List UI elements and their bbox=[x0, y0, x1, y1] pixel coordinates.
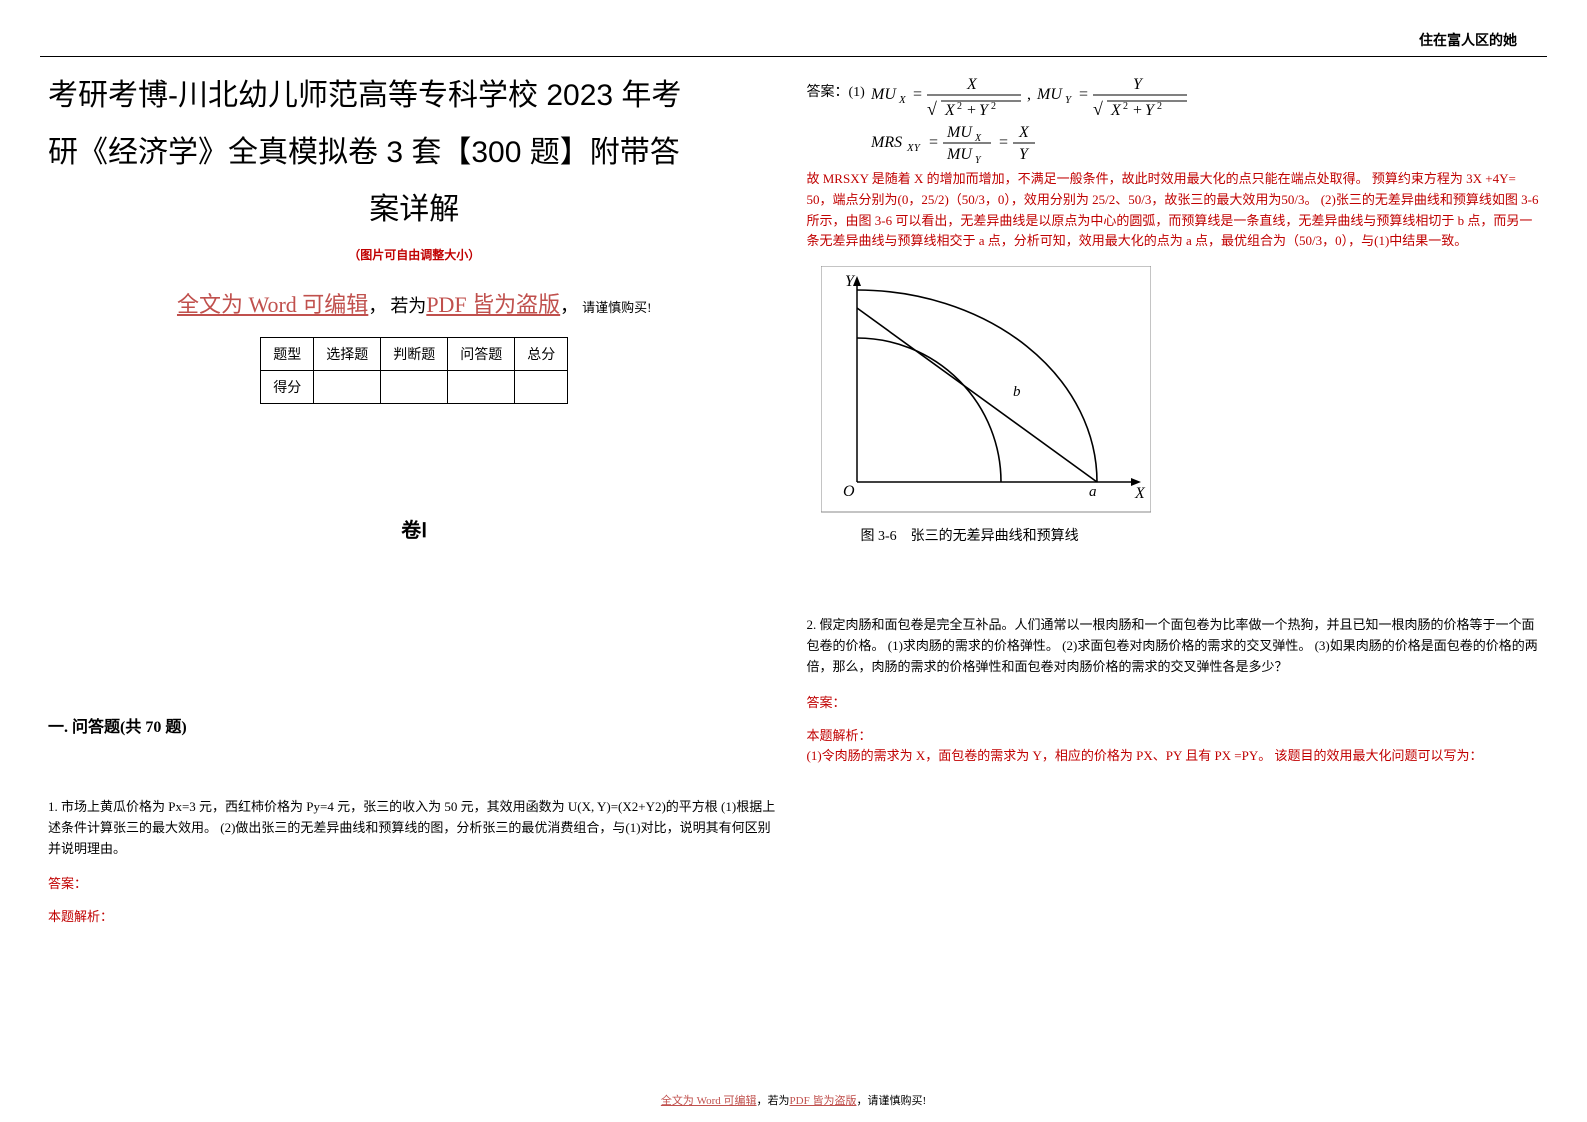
header-right-text: 住在富人区的她 bbox=[40, 30, 1547, 50]
question-1-text: 1. 市场上黄瓜价格为 Px=3 元，西红柿价格为 Py=4 元，张三的收入为 … bbox=[48, 797, 781, 859]
editable-notice: 全文为 Word 可编辑， 若为PDF 皆为盗版， 请谨慎购买! bbox=[48, 287, 781, 319]
page-footer: 全文为 Word 可编辑，若为PDF 皆为盗版，请谨慎购买! bbox=[0, 1092, 1587, 1108]
notice-sep2: ， bbox=[560, 296, 578, 316]
doc-title-line3: 案详解 bbox=[48, 181, 781, 238]
th-choice: 选择题 bbox=[314, 338, 381, 371]
svg-text:=: = bbox=[929, 134, 938, 151]
svg-text:=: = bbox=[913, 86, 922, 103]
td-empty bbox=[314, 371, 381, 404]
footer-sep1: ， bbox=[757, 1095, 768, 1107]
td-empty bbox=[381, 371, 448, 404]
notice-mid: 若为 bbox=[390, 296, 426, 316]
svg-text:X: X bbox=[966, 76, 978, 93]
svg-text:b: b bbox=[1013, 384, 1021, 400]
svg-text:Y: Y bbox=[1019, 146, 1030, 163]
th-type: 题型 bbox=[261, 338, 314, 371]
svg-text:√: √ bbox=[927, 99, 937, 119]
answer-formula-row: 答案：(1) MUX = X √ X2 + Y2 , MUY = Y bbox=[807, 73, 1540, 163]
svg-text:+: + bbox=[967, 102, 976, 119]
footer-tail: 请谨慎购买! bbox=[867, 1095, 926, 1107]
footer-part1: 全文为 Word 可编辑 bbox=[661, 1095, 757, 1107]
svg-text:X: X bbox=[944, 102, 956, 119]
svg-text:=: = bbox=[999, 134, 1008, 151]
question-2-text: 2. 假定肉肠和面包卷是完全互补品。人们通常以一根肉肠和一个面包卷为比率做一个热… bbox=[807, 615, 1540, 677]
red-explanation: 故 MRSXY 是随着 X 的增加而增加，不满足一般条件，故此时效用最大化的点只… bbox=[807, 169, 1540, 252]
right-column: 答案：(1) MUX = X √ X2 + Y2 , MUY = Y bbox=[799, 67, 1548, 925]
th-total: 总分 bbox=[515, 338, 568, 371]
chart-caption: 图 3-6 张三的无差异曲线和预算线 bbox=[861, 525, 1540, 545]
th-answer: 问答题 bbox=[448, 338, 515, 371]
answer-prefix: 答案：(1) bbox=[807, 73, 865, 101]
footer-sep2: ， bbox=[856, 1095, 867, 1107]
svg-text:MU: MU bbox=[946, 146, 973, 163]
svg-text:XY: XY bbox=[906, 142, 922, 154]
svg-text:Y: Y bbox=[1065, 94, 1073, 106]
svg-text:a: a bbox=[1089, 484, 1097, 500]
svg-text:Y: Y bbox=[1133, 76, 1144, 93]
juan-label: 卷Ⅰ bbox=[48, 514, 781, 543]
footer-part2: PDF 皆为盗版 bbox=[790, 1095, 857, 1107]
svg-text:MU: MU bbox=[1036, 86, 1063, 103]
notice-part1: 全文为 Word 可编辑 bbox=[177, 292, 368, 317]
svg-text:X: X bbox=[1018, 124, 1030, 141]
svg-text:2: 2 bbox=[1157, 101, 1162, 112]
svg-text:2: 2 bbox=[1123, 101, 1128, 112]
notice-tail: 请谨慎购买! bbox=[582, 300, 651, 315]
table-row: 得分 bbox=[261, 371, 568, 404]
svg-text:X: X bbox=[898, 94, 907, 106]
chart-svg: Y X O b a bbox=[821, 266, 1151, 516]
svg-text:=: = bbox=[1079, 86, 1088, 103]
doc-subtitle: （图片可自由调整大小） bbox=[48, 246, 781, 263]
formula-svg: MUX = X √ X2 + Y2 , MUY = Y √ X2 bbox=[871, 73, 1291, 163]
svg-text:Y: Y bbox=[979, 102, 990, 119]
td-score-label: 得分 bbox=[261, 371, 314, 404]
svg-text:X: X bbox=[974, 133, 982, 144]
section-heading: 一. 问答题(共 70 题) bbox=[48, 713, 781, 737]
svg-text:MU: MU bbox=[871, 86, 897, 103]
indiff-chart: Y X O b a 图 3-6 张三的无差异曲线和预算线 bbox=[821, 266, 1540, 545]
svg-text:MU: MU bbox=[946, 124, 973, 141]
two-column-layout: 考研考博-川北幼儿师范高等专科学校 2023 年考 研《经济学》全真模拟卷 3 … bbox=[40, 67, 1547, 925]
svg-text:Y: Y bbox=[975, 155, 982, 163]
q2-parse-text: (1)令肉肠的需求为 X，面包卷的需求为 Y，相应的价格为 PX、PY 且有 P… bbox=[807, 746, 1540, 767]
doc-title-line1: 考研考博-川北幼儿师范高等专科学校 2023 年考 bbox=[48, 67, 781, 124]
svg-text:√: √ bbox=[1093, 99, 1103, 119]
svg-text:+: + bbox=[1133, 102, 1142, 119]
score-table: 题型 选择题 判断题 问答题 总分 得分 bbox=[260, 337, 568, 404]
svg-text:2: 2 bbox=[957, 101, 962, 112]
footer-mid: 若为 bbox=[768, 1095, 790, 1107]
q2-answer-label: 答案： bbox=[807, 692, 1540, 711]
notice-sep1: ， bbox=[368, 296, 386, 316]
table-row: 题型 选择题 判断题 问答题 总分 bbox=[261, 338, 568, 371]
q1-answer-label: 答案： bbox=[48, 873, 781, 892]
notice-part2: PDF 皆为盗版 bbox=[426, 292, 560, 317]
svg-text:Y: Y bbox=[1145, 102, 1156, 119]
q2-parse-label: 本题解析： bbox=[807, 725, 1540, 744]
divider-top bbox=[40, 56, 1547, 57]
svg-text:MRS: MRS bbox=[871, 134, 902, 151]
q1-parse-label: 本题解析： bbox=[48, 906, 781, 925]
svg-text:X: X bbox=[1110, 102, 1122, 119]
svg-text:O: O bbox=[843, 483, 855, 500]
th-judge: 判断题 bbox=[381, 338, 448, 371]
svg-text:,: , bbox=[1027, 86, 1031, 103]
doc-title-line2: 研《经济学》全真模拟卷 3 套【300 题】附带答 bbox=[48, 124, 781, 181]
svg-text:2: 2 bbox=[991, 101, 996, 112]
td-empty bbox=[515, 371, 568, 404]
td-empty bbox=[448, 371, 515, 404]
svg-text:X: X bbox=[1134, 485, 1146, 502]
left-column: 考研考博-川北幼儿师范高等专科学校 2023 年考 研《经济学》全真模拟卷 3 … bbox=[40, 67, 789, 925]
